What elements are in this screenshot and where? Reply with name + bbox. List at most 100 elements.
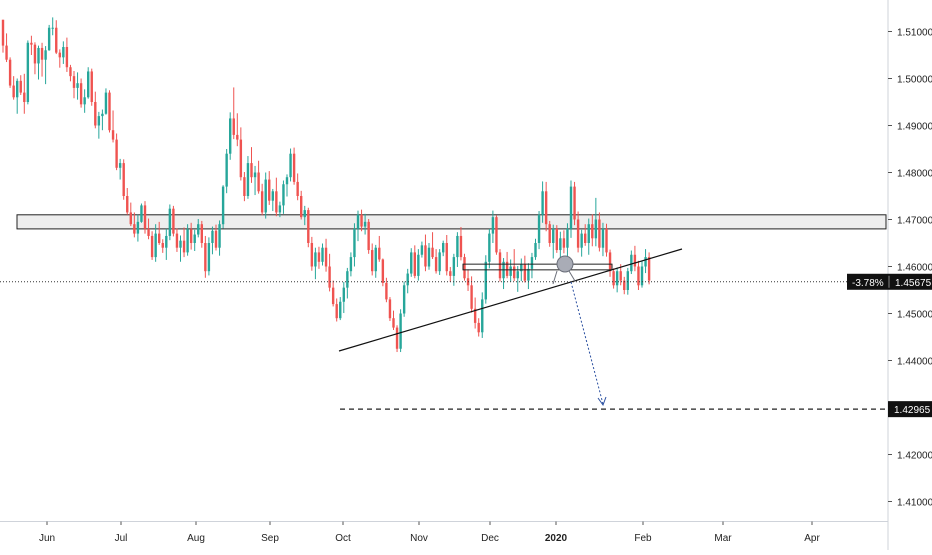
time-tick-label: 2020 <box>545 533 568 544</box>
candle <box>470 276 473 313</box>
candle <box>51 17 54 36</box>
candle-body <box>115 139 118 168</box>
candle-body <box>413 252 416 276</box>
candle-body <box>534 243 537 258</box>
candle-body <box>310 243 314 267</box>
candle <box>555 225 558 253</box>
candle <box>33 42 37 75</box>
price-tick-label: 1.41000 <box>897 498 932 509</box>
candle <box>186 224 189 256</box>
candle-body <box>126 196 129 213</box>
candle <box>154 224 157 262</box>
time-axis[interactable]: Jun Jul Aug Sep Oct Nov Dec 2020 Feb Mar Apr <box>39 521 821 545</box>
candle-body <box>51 27 54 29</box>
candle-body <box>44 50 47 60</box>
candle-body <box>236 134 239 140</box>
candle-body <box>129 212 132 225</box>
candle <box>189 222 193 250</box>
projection-arrow[interactable] <box>570 281 604 405</box>
candle-body <box>317 252 321 262</box>
candle <box>424 234 427 272</box>
candle <box>207 237 211 276</box>
candle <box>371 243 374 276</box>
candle-body <box>111 130 115 140</box>
candle-body <box>150 235 154 258</box>
candle <box>452 253 456 286</box>
time-tick-label: Dec <box>481 533 499 544</box>
candle <box>381 258 385 287</box>
candle-body <box>601 228 605 248</box>
candle <box>356 210 360 242</box>
candle <box>218 220 221 256</box>
candle <box>168 204 172 241</box>
candle-body <box>207 243 211 272</box>
candle-body <box>136 221 140 234</box>
candle <box>385 277 388 303</box>
candle <box>427 243 431 270</box>
time-tick-label: Feb <box>634 533 652 544</box>
candle <box>5 33 8 63</box>
candle-body <box>498 252 502 279</box>
price-tick-label: 1.42000 <box>897 451 932 462</box>
candle-body <box>544 191 548 225</box>
candle <box>484 255 487 304</box>
candle <box>147 218 150 240</box>
candle <box>346 267 349 299</box>
candle-body <box>431 247 434 258</box>
candle-body <box>296 181 299 196</box>
candle-body <box>87 71 90 98</box>
candle <box>225 149 228 194</box>
candle <box>129 202 132 227</box>
candle-body <box>420 245 424 255</box>
candle-body <box>232 118 235 135</box>
candle <box>608 249 612 277</box>
candle <box>94 91 97 129</box>
price-tick-label: 1.46000 <box>897 263 932 274</box>
candle-body <box>335 304 338 319</box>
candle <box>282 180 285 214</box>
candle <box>58 49 61 68</box>
candle <box>296 173 299 201</box>
candle-body <box>90 71 93 102</box>
candle <box>30 35 33 55</box>
candle-body <box>587 224 590 243</box>
ascending-trendline[interactable] <box>338 248 683 352</box>
candle <box>16 78 19 114</box>
consolidation-zone[interactable] <box>462 263 613 271</box>
candle <box>420 241 424 258</box>
candle-body <box>186 229 189 253</box>
candle <box>576 211 580 253</box>
candle <box>477 318 480 337</box>
candle <box>456 232 459 267</box>
candle-body <box>79 83 83 105</box>
candle-body <box>346 271 349 288</box>
candle-body <box>271 191 274 201</box>
candle <box>438 249 441 275</box>
candle <box>193 229 196 251</box>
time-tick-label: Sep <box>261 533 279 544</box>
resistance-zone[interactable] <box>16 214 887 230</box>
candle <box>374 244 377 278</box>
candle <box>175 228 179 252</box>
candle <box>236 113 239 147</box>
candle <box>640 261 644 288</box>
candle-body <box>282 184 285 206</box>
candle-body <box>268 179 271 201</box>
candle-body <box>26 42 30 102</box>
candle <box>598 212 601 252</box>
candle-body <box>360 214 363 227</box>
price-tick-label: 1.45000 <box>897 310 932 321</box>
candle <box>246 156 250 199</box>
candle-body <box>62 47 65 58</box>
candle-body <box>427 247 431 267</box>
candle-body <box>608 252 612 272</box>
breakout-marker[interactable] <box>556 255 574 273</box>
candle-body <box>573 186 576 220</box>
candle <box>104 88 108 115</box>
candle <box>594 197 598 247</box>
candle <box>324 238 328 272</box>
candle-body <box>221 186 225 225</box>
